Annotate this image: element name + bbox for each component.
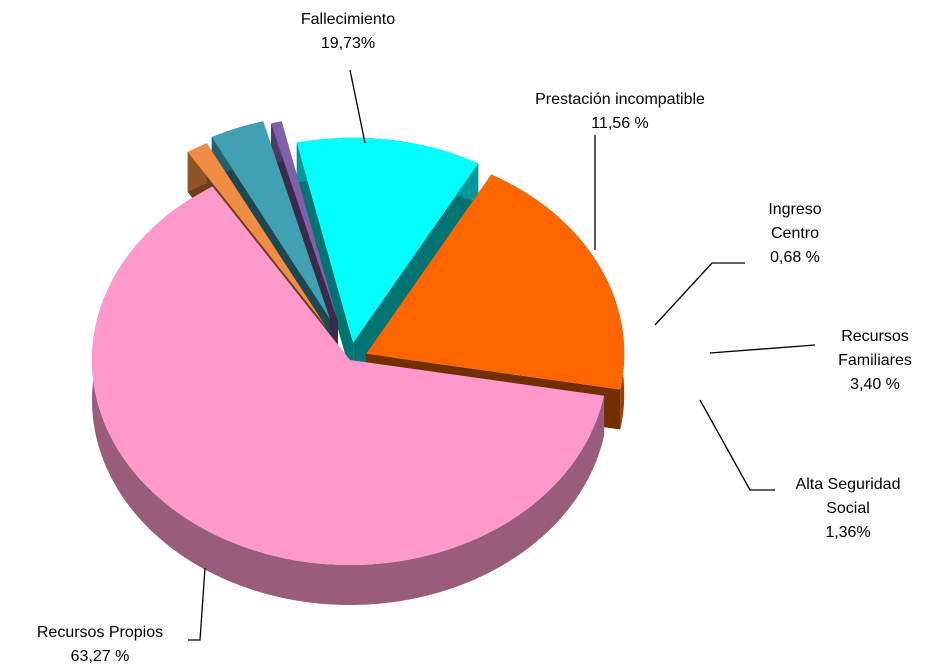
value-label: 3,40 % bbox=[850, 376, 900, 393]
category-label: Alta Seguridad Social bbox=[795, 476, 901, 517]
leader-line bbox=[654, 262, 745, 326]
pie-slice bbox=[187, 143, 326, 326]
slice-label: Ingreso Centro 0,68 % bbox=[665, 198, 925, 270]
value-label: 63,27 % bbox=[70, 648, 130, 665]
pie-slice bbox=[271, 121, 338, 322]
category-label: Prestación incompatible bbox=[535, 91, 705, 108]
category-label: Recursos Familiares bbox=[838, 328, 912, 369]
value-label: 11,56 % bbox=[591, 115, 649, 132]
pie-slice bbox=[211, 121, 331, 320]
slice-label: Fallecimiento 19,73% bbox=[218, 8, 478, 56]
slice-label: Alta Seguridad Social 1,36% bbox=[718, 473, 938, 545]
leader-line bbox=[699, 399, 775, 491]
leader-line bbox=[349, 69, 366, 144]
slice-wall bbox=[296, 142, 354, 383]
slice-label: Prestación incompatible 11,56 % bbox=[490, 88, 750, 136]
pie-slice bbox=[296, 137, 479, 343]
pie-slice bbox=[92, 186, 605, 565]
pie-slice bbox=[366, 174, 625, 390]
slice-label: Recursos Propios 63,27 % bbox=[0, 621, 230, 669]
value-label: 1,36% bbox=[825, 524, 871, 541]
value-label: 0,68 % bbox=[770, 249, 820, 266]
leader-line bbox=[188, 567, 206, 641]
leader-line bbox=[709, 344, 816, 354]
slice-label: Recursos Familiares 3,40 % bbox=[745, 325, 938, 397]
value-label: 19,73% bbox=[320, 35, 376, 52]
category-label: Fallecimiento bbox=[300, 11, 396, 28]
category-label: Ingreso Centro bbox=[768, 201, 822, 242]
category-label: Recursos Propios bbox=[36, 624, 164, 641]
